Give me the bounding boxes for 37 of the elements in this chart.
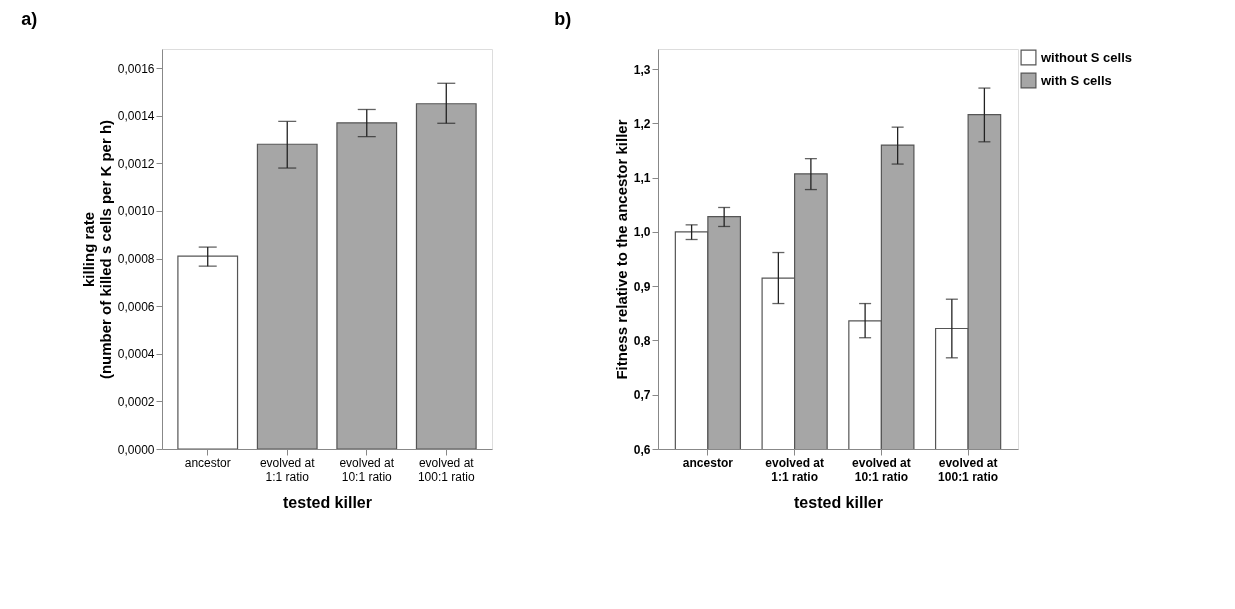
y-tick-label: 0,0012 <box>117 156 155 171</box>
y-tick-label: 0,0002 <box>117 394 155 409</box>
y-tick-label: 0,0014 <box>117 109 155 124</box>
bar <box>336 122 398 449</box>
y-tick-label: 0,8 <box>633 333 651 348</box>
y-tick-label: 0,6 <box>633 442 651 457</box>
y-tick-label: 0,0006 <box>117 299 155 314</box>
chart-title: b) <box>554 9 572 29</box>
y-tick-label: 0,7 <box>633 388 651 403</box>
bar <box>256 143 318 449</box>
y-tick-label: 0,0004 <box>117 347 155 362</box>
legend-label: without S cells <box>1040 49 1133 65</box>
y-axis-title: Fitness relative to the ancestor killer <box>612 119 630 380</box>
legend-label: with S cells <box>1040 72 1112 88</box>
x-tick-label: evolved at 10:1 ratio <box>339 455 395 484</box>
chart-title: a) <box>21 9 38 29</box>
y-tick-label: 0,0000 <box>117 442 155 457</box>
y-axis-title: killing rate (number of killed s cells per K per h) <box>79 119 114 380</box>
x-tick-label: evolved at 1:1 ratio <box>765 455 824 484</box>
bar <box>177 255 239 449</box>
x-tick-label: evolved at 10:1 ratio <box>852 455 911 484</box>
x-tick-label: ancestor <box>682 455 734 470</box>
bar <box>415 103 477 449</box>
y-tick-label: 0,0016 <box>117 61 155 76</box>
y-tick-label: 1,2 <box>633 116 651 131</box>
x-tick-label: evolved at 100:1 ratio <box>938 455 999 484</box>
y-tick-label: 0,9 <box>633 279 651 294</box>
y-tick-label: 1,0 <box>633 225 651 240</box>
y-tick-label: 1,1 <box>633 171 651 186</box>
y-tick-label: 1,3 <box>633 62 651 77</box>
x-axis-title: tested killer <box>283 493 372 511</box>
y-tick-label: 0,0010 <box>117 204 155 219</box>
x-tick-label: evolved at 1:1 ratio <box>259 455 316 484</box>
x-axis-title: tested killer <box>794 493 883 511</box>
x-tick-label: evolved at 100:1 ratio <box>417 455 475 484</box>
x-tick-label: ancestor <box>184 455 231 470</box>
y-tick-label: 0,0008 <box>117 252 155 267</box>
